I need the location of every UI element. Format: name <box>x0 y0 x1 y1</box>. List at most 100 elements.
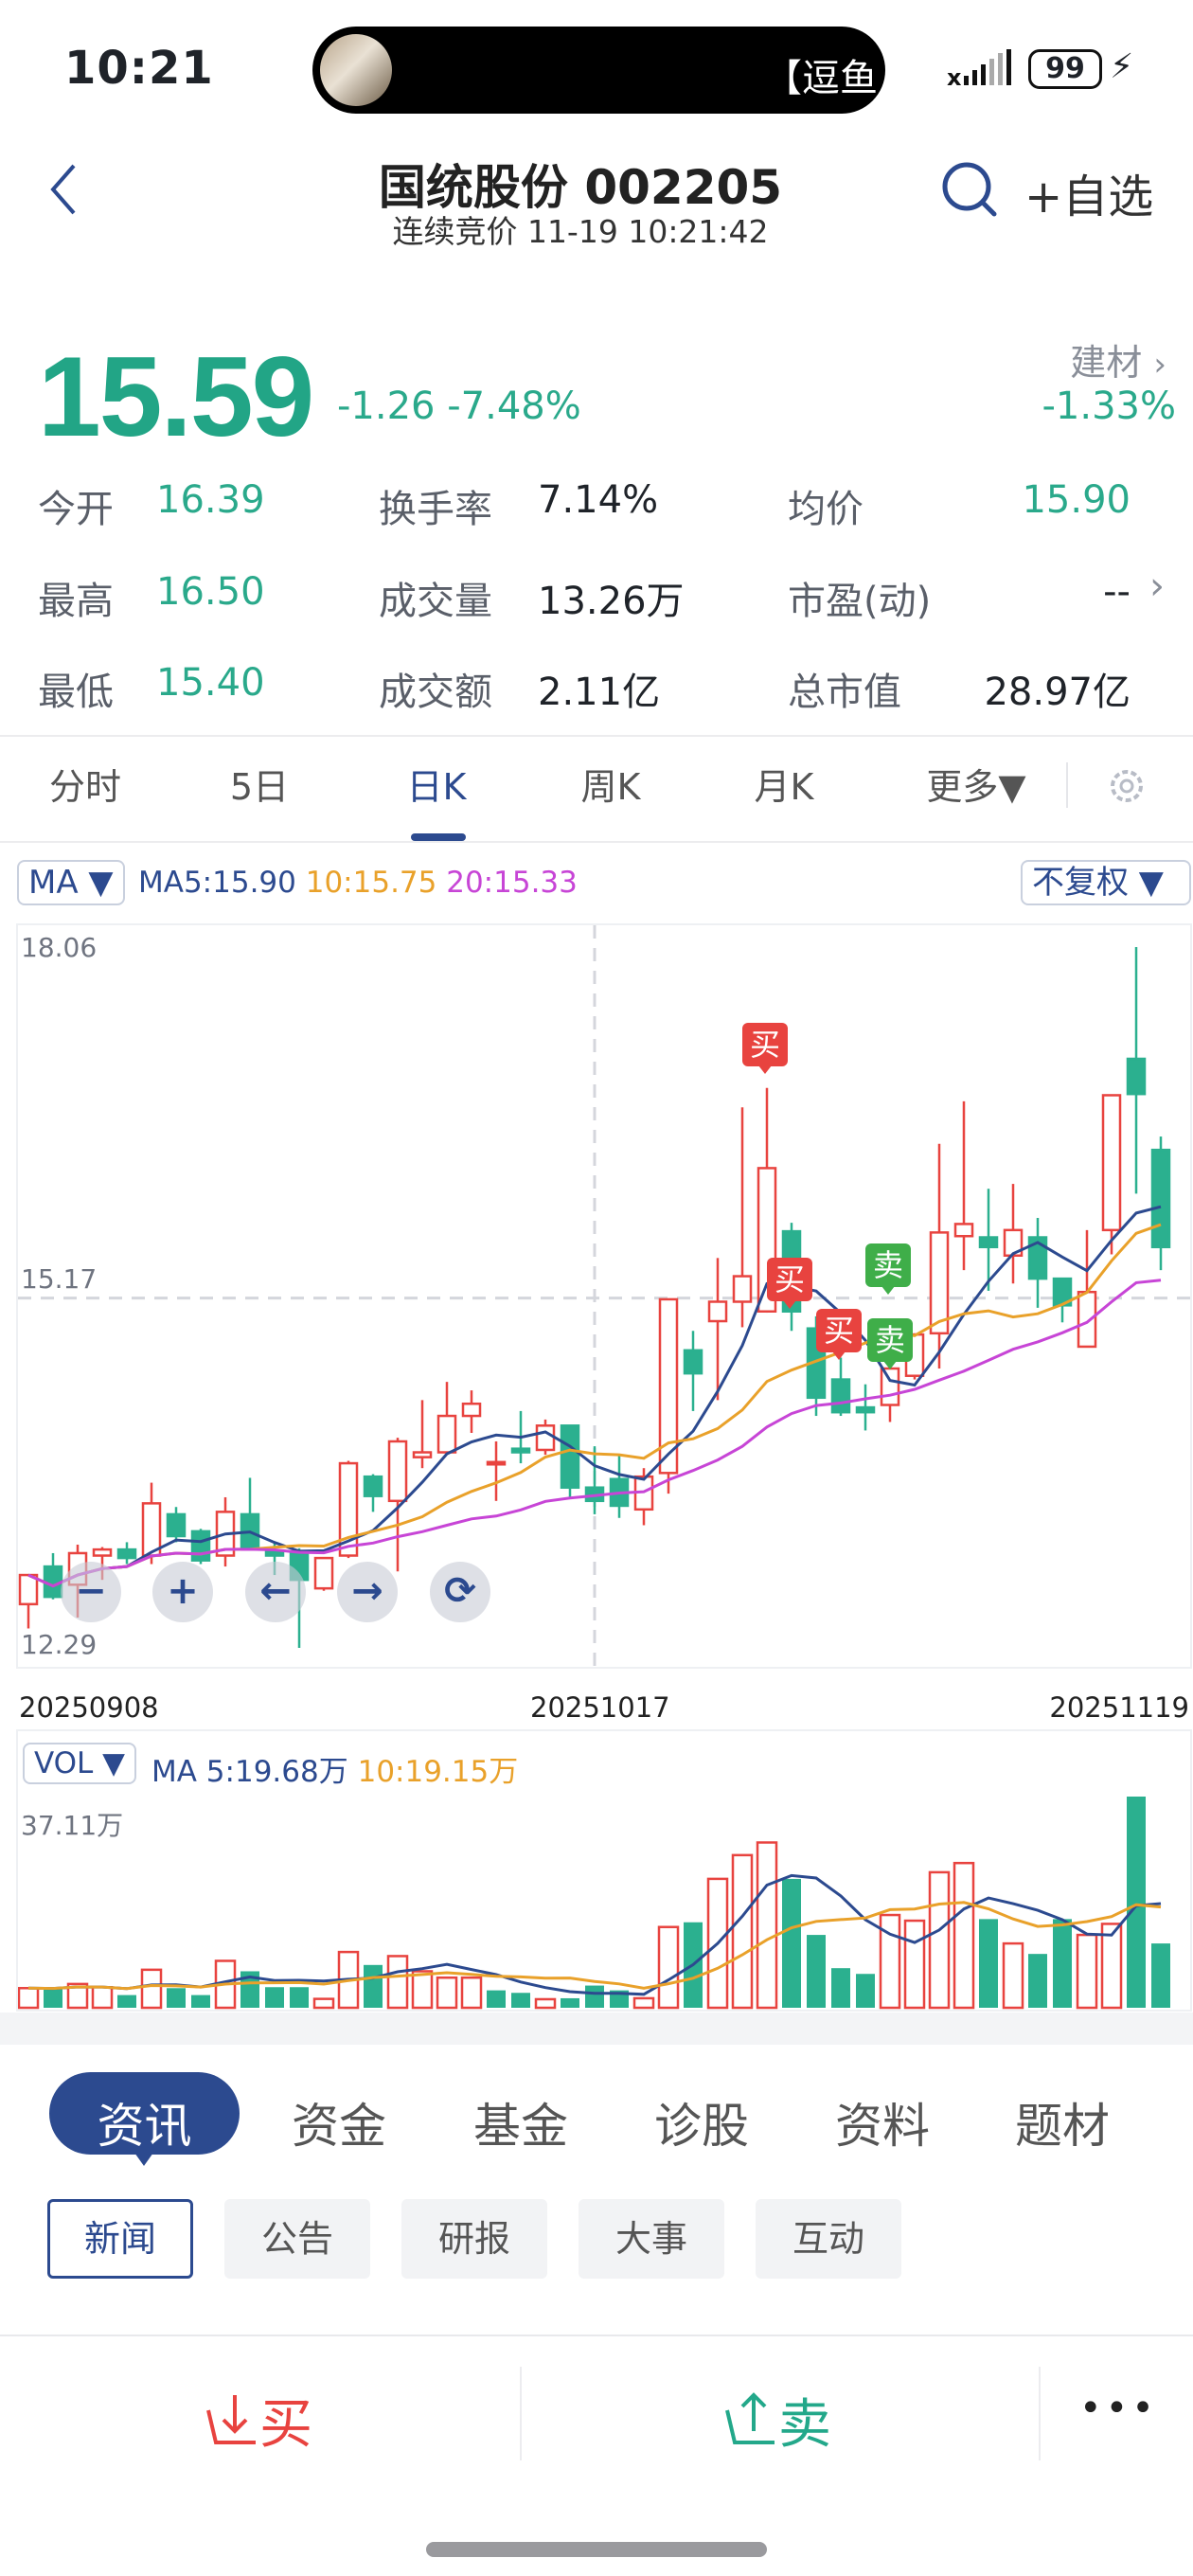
island-text: 【逗鱼E <box>764 57 878 100</box>
gear-icon[interactable] <box>1106 765 1148 807</box>
candle-up <box>486 1460 507 1466</box>
x-date-mid: 20251017 <box>530 1691 670 1724</box>
tab-fund[interactable]: 基金 <box>473 2099 568 2154</box>
volume-bar-down <box>290 1987 309 2008</box>
change-pct: -7.48% <box>447 385 581 428</box>
candle-up <box>535 1424 556 1452</box>
buy-signal-marker[interactable]: 买 <box>816 1309 862 1360</box>
subtab-research[interactable]: 研报 <box>401 2199 547 2279</box>
volume-bar-up <box>903 1919 926 2010</box>
volume-bar-down <box>561 1997 579 2008</box>
subtab-news[interactable]: 新闻 <box>47 2199 193 2279</box>
buy-signal-marker[interactable]: 买 <box>767 1258 812 1309</box>
volume-bar-down <box>265 1987 284 2008</box>
dynamic-island[interactable]: 【逗鱼E <box>312 27 885 114</box>
candle-up <box>338 1461 359 1557</box>
volume-bar-down <box>856 1974 875 2008</box>
zoom-out-button[interactable]: − <box>61 1562 121 1622</box>
stat-label[interactable]: 市盈(动) <box>788 580 932 623</box>
y-ref-label: 15.17 <box>21 1263 98 1295</box>
divider <box>1039 2367 1041 2460</box>
volume-bar-down <box>1127 1797 1146 2008</box>
volume-bar-down <box>1028 1954 1047 2008</box>
search-icon[interactable] <box>939 159 1000 220</box>
add-watchlist-button[interactable]: +自选 <box>1024 170 1154 224</box>
tab-intraday[interactable]: 分时 <box>48 766 122 808</box>
tab-daily-k[interactable]: 日K <box>406 766 467 808</box>
adjust-selector[interactable]: 不复权 ▼ <box>1021 860 1191 905</box>
volume-bar-up <box>928 1870 951 2010</box>
volume-indicator-selector[interactable]: VOL ▼ <box>23 1743 137 1784</box>
pan-right-button[interactable]: → <box>337 1562 398 1622</box>
volume-bar-up <box>1076 1933 1098 2010</box>
volume-bar-up <box>436 1976 458 2010</box>
kline-chart[interactable] <box>16 923 1192 1669</box>
volume-svg <box>18 1797 1170 2010</box>
candle-up <box>412 1451 433 1458</box>
back-chevron-icon[interactable] <box>45 161 83 218</box>
tab-weekly-k[interactable]: 周K <box>580 766 641 808</box>
buy-signal-marker[interactable]: 买 <box>742 1023 788 1074</box>
sector-name: 建材 <box>1070 342 1143 384</box>
vol-ma10-line <box>27 1901 1162 1991</box>
sector-link[interactable]: 建材 › <box>1070 333 1166 385</box>
sell-button[interactable]: 卖 <box>721 2382 831 2459</box>
rotate-screen-button[interactable]: ⟳ <box>430 1562 490 1622</box>
svg-text:x: x <box>947 64 962 87</box>
pan-left-button[interactable]: ← <box>245 1562 306 1622</box>
volume-bar-down <box>511 1993 530 2008</box>
indicator-selector[interactable]: MA ▼ <box>17 860 125 905</box>
vol-ma10-value: 10:19.15万 <box>357 1755 519 1789</box>
home-indicator[interactable] <box>426 2542 767 2557</box>
stat-value: 2.11亿 <box>538 671 661 714</box>
charging-icon: ⚡ <box>1110 47 1134 86</box>
subtab-announcements[interactable]: 公告 <box>224 2199 370 2279</box>
subtab-events[interactable]: 大事 <box>579 2199 724 2279</box>
sell-signal-marker[interactable]: 卖 <box>867 1318 913 1369</box>
buy-button[interactable]: 买 <box>203 2382 312 2459</box>
stat-value: 13.26万 <box>538 580 685 623</box>
candle-down <box>1150 1148 1171 1249</box>
active-tab-indicator <box>411 833 466 841</box>
subtab-interaction[interactable]: 互动 <box>756 2199 901 2279</box>
sector-change: -1.33% <box>1042 385 1176 428</box>
ma5-line <box>27 1205 1162 1588</box>
volume-bar-down <box>191 1995 210 2008</box>
x-date-start: 20250908 <box>19 1691 159 1724</box>
stat-value: 15.90 <box>1022 478 1131 522</box>
volume-chart[interactable] <box>16 1729 1192 2012</box>
candle-down <box>855 1405 876 1414</box>
tab-5day[interactable]: 5日 <box>229 766 290 808</box>
tab-more[interactable]: 更多▼ <box>926 766 1026 808</box>
volume-bar-up <box>953 1861 975 2010</box>
candle-down <box>363 1475 383 1497</box>
x-date-end: 20251119 <box>1049 1691 1189 1724</box>
volume-bar-up <box>411 1970 434 2010</box>
sell-signal-marker[interactable]: 卖 <box>865 1243 911 1295</box>
stock-title: 国统股份 002205 <box>378 160 783 215</box>
stat-value: 16.39 <box>156 478 265 522</box>
tab-diagnosis[interactable]: 诊股 <box>654 2099 749 2154</box>
chevron-right-icon: › <box>1153 346 1166 384</box>
kline-svg <box>18 925 1190 1667</box>
zoom-in-button[interactable]: + <box>152 1562 213 1622</box>
tab-news[interactable]: 资讯 <box>97 2099 192 2154</box>
volume-bar-up <box>386 1955 409 2010</box>
divider <box>1066 762 1068 808</box>
vol-ma5-value: MA 5:19.68万 <box>151 1755 348 1789</box>
tab-monthly-k[interactable]: 月K <box>754 766 814 808</box>
trading-status: 连续竞价 11-19 10:21:42 <box>392 213 769 250</box>
tab-theme[interactable]: 题材 <box>1015 2099 1110 2154</box>
tab-capital[interactable]: 资金 <box>292 2099 386 2154</box>
volume-bar-down <box>782 1878 801 2008</box>
tab-profile[interactable]: 资料 <box>835 2099 930 2154</box>
divider <box>520 2367 522 2460</box>
change-value: -1.26 <box>337 385 436 428</box>
candle-down <box>830 1378 851 1414</box>
chevron-right-icon[interactable]: › <box>1149 564 1165 608</box>
volume-bar-down <box>44 1988 62 2008</box>
price-change: -1.26 -7.48% <box>337 385 581 428</box>
more-button[interactable]: ••• <box>1079 2387 1158 2430</box>
y-min-label: 12.29 <box>21 1629 98 1660</box>
ma5-value: MA5:15.90 <box>138 866 296 900</box>
